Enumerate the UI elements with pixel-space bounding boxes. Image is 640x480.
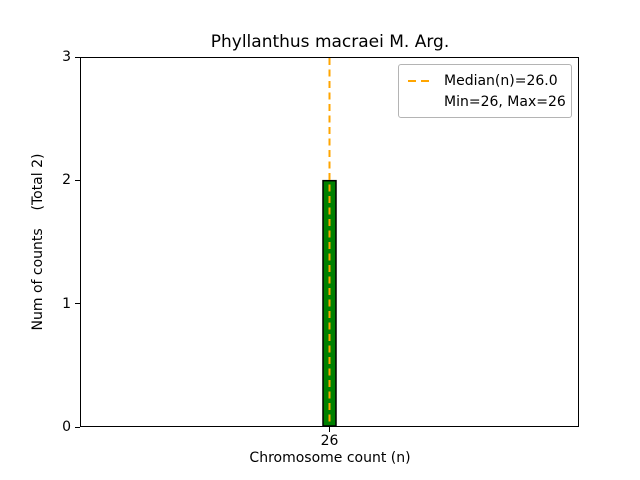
legend-entry-median: Median(n)=26.0 bbox=[407, 70, 563, 91]
y-tick-label: 0 bbox=[62, 419, 71, 435]
x-tick-mark bbox=[329, 427, 330, 432]
legend-swatch-spacer bbox=[407, 92, 435, 112]
y-tick-label: 1 bbox=[62, 295, 71, 312]
chart-title: Phyllanthus macraei M. Arg. bbox=[210, 32, 450, 52]
y-tick-mark bbox=[75, 179, 80, 181]
y-tick-label: 2 bbox=[62, 172, 71, 189]
legend-entry-minmax: Min=26, Max=26 bbox=[407, 91, 566, 112]
plot-area bbox=[80, 57, 579, 427]
plot-canvas bbox=[322, 58, 337, 426]
y-tick-mark bbox=[75, 303, 80, 305]
y-axis-label: Num of counts (Total 2) bbox=[30, 153, 46, 331]
x-tick-label: 26 bbox=[320, 433, 339, 449]
legend-entry-minmax-label: Min=26, Max=26 bbox=[444, 93, 566, 110]
y-tick-mark bbox=[75, 56, 80, 58]
legend: Median(n)=26.0 Min=26, Max=26 bbox=[398, 64, 572, 118]
y-tick-label: 3 bbox=[62, 49, 71, 65]
y-tick-mark bbox=[75, 426, 80, 428]
x-axis-label: Chromosome count (n) bbox=[249, 450, 411, 466]
legend-entry-median-label: Median(n)=26.0 bbox=[444, 72, 558, 89]
median-line-swatch-icon bbox=[407, 71, 435, 91]
